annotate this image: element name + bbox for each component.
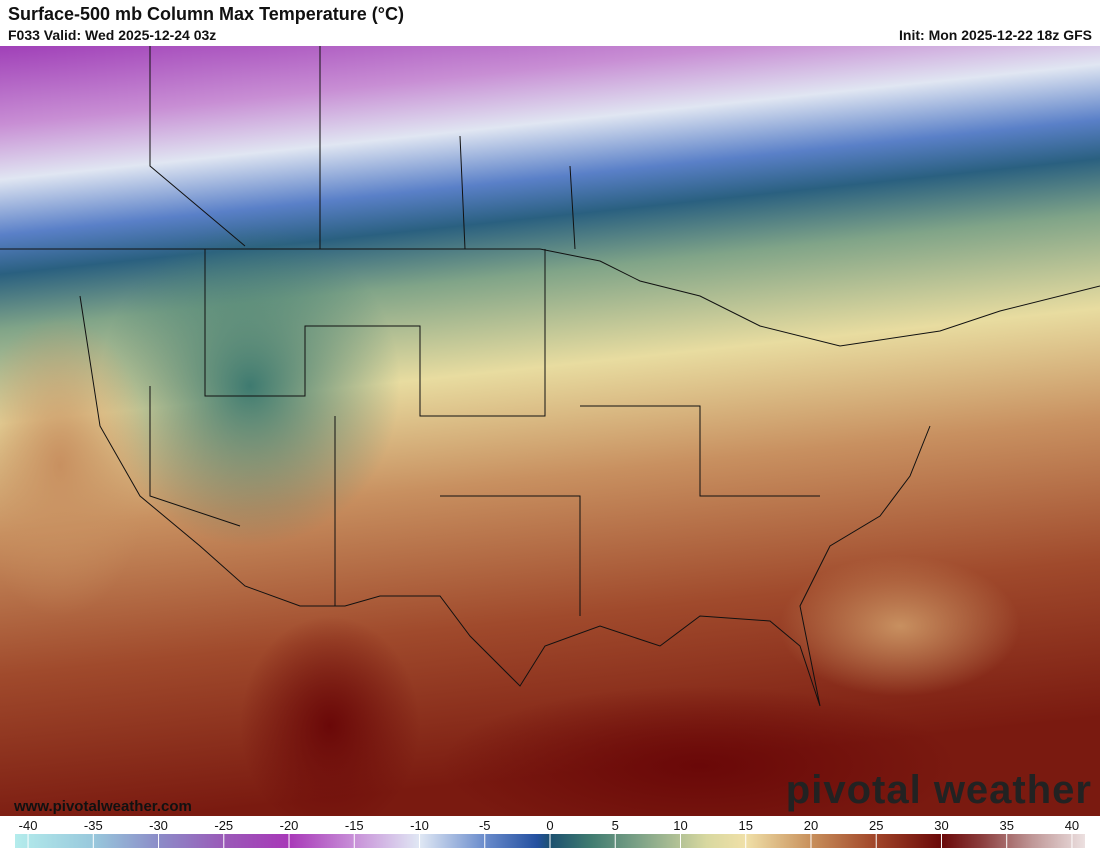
tick-label: 10: [673, 818, 687, 833]
state-lines: [149, 249, 820, 616]
tick-label: 15: [738, 818, 752, 833]
atlantic-warm-area: [780, 556, 1020, 696]
tick-label: 40: [1065, 818, 1079, 833]
tick-label: 35: [999, 818, 1013, 833]
tick-label: -15: [345, 818, 364, 833]
mountain-cool-area: [100, 226, 400, 546]
map: [0, 46, 1100, 816]
coastline: [79, 295, 931, 707]
init-time: Init: Mon 2025-12-22 18z GFS: [899, 27, 1092, 43]
us-canada-border: [0, 248, 1100, 347]
watermark: www.pivotalweather.com: [14, 798, 192, 815]
tick-label: 0: [546, 818, 553, 833]
boundaries: [0, 46, 1100, 707]
gulf-hot-area: [440, 686, 960, 816]
colorbar: -40 -35 -30 -25 -20 -15 -10 -5 0 5 10 15 20 25 30 35 40: [15, 818, 1085, 848]
tick-label: 30: [934, 818, 948, 833]
tick-label: -10: [410, 818, 429, 833]
tick-label: 5: [612, 818, 619, 833]
tick-label: 20: [804, 818, 818, 833]
tick-label: -35: [84, 818, 103, 833]
tick-label: -20: [280, 818, 299, 833]
tick-label: -5: [479, 818, 491, 833]
pacific-warm-area: [0, 316, 150, 616]
title: Surface-500 mb Column Max Temperature (°…: [8, 4, 404, 24]
tick-label: -30: [149, 818, 168, 833]
province-lines: [149, 46, 576, 250]
logo: pivotal weather: [785, 768, 1092, 812]
mexico-hot-area: [240, 616, 420, 816]
tick-label: -25: [214, 818, 233, 833]
valid-time: F033 Valid: Wed 2025-12-24 03z: [8, 27, 217, 43]
tick-label: -40: [19, 818, 38, 833]
tick-label: 25: [869, 818, 883, 833]
